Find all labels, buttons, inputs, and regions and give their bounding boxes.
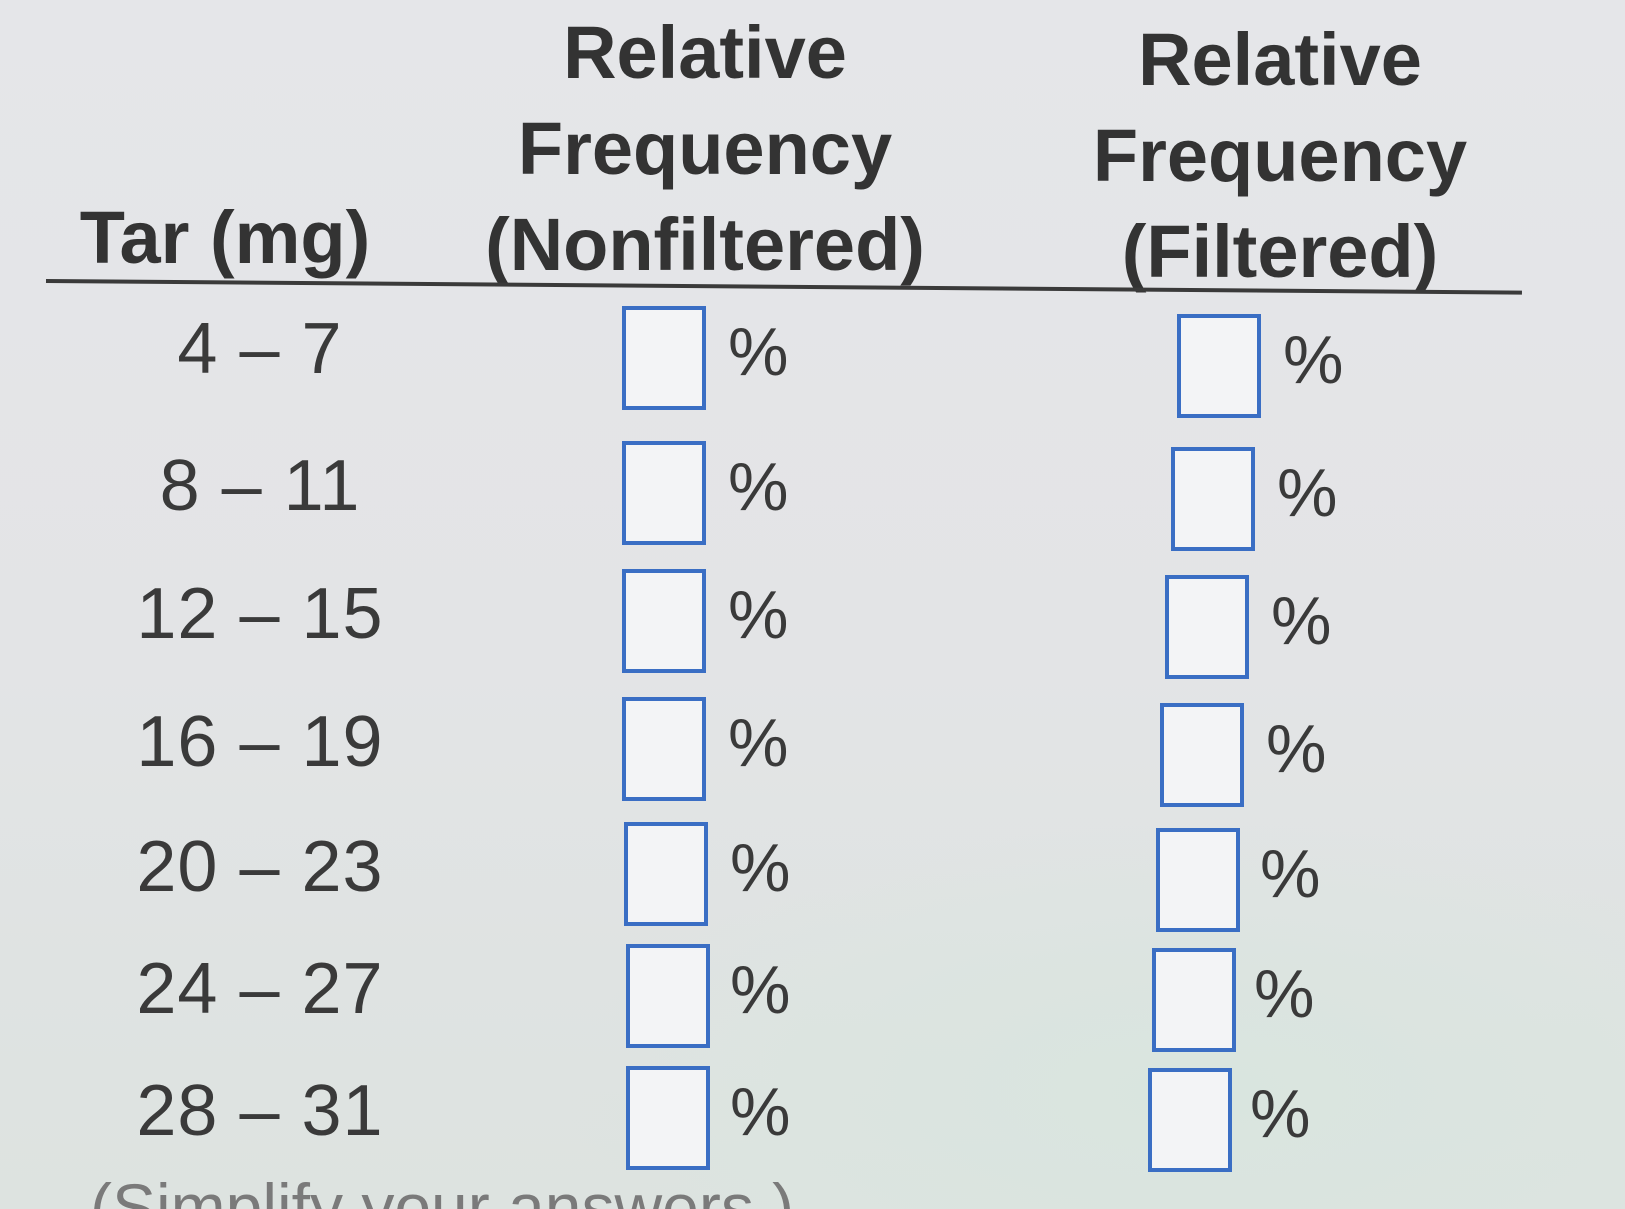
column-header-nonfiltered: Relative Frequency (Nonfiltered) <box>455 5 955 293</box>
tar-range-label: 4 – 7 <box>177 309 343 389</box>
percent-sign: % <box>728 314 789 390</box>
nonfiltered-input-box[interactable] <box>622 697 706 801</box>
column-header-nonfiltered-line-2: Frequency <box>517 107 893 190</box>
percent-sign: % <box>730 952 791 1028</box>
column-header-filtered-line-2: Frequency <box>1092 114 1468 197</box>
table-row: 16 – 19 % % <box>0 693 1625 813</box>
percent-sign: % <box>728 449 789 525</box>
nonfiltered-input-box[interactable] <box>622 306 706 410</box>
percent-sign: % <box>728 577 789 653</box>
table-row: 20 – 23 % % <box>0 818 1625 938</box>
simplify-instruction: (Simplify your answers.) <box>90 1172 795 1209</box>
tar-range-label: 20 – 23 <box>136 827 384 907</box>
column-header-tar: Tar (mg) <box>60 190 390 286</box>
column-header-filtered: Relative Frequency (Filtered) <box>1040 12 1520 300</box>
filtered-input-box[interactable] <box>1171 447 1255 551</box>
table-row: 8 – 11 % % <box>0 437 1625 557</box>
tar-range-label: 24 – 27 <box>136 949 384 1029</box>
nonfiltered-input-box[interactable] <box>626 1066 710 1170</box>
filtered-input-box[interactable] <box>1152 948 1236 1052</box>
column-header-nonfiltered-line-1: Relative <box>563 11 847 94</box>
percent-sign: % <box>1271 583 1332 659</box>
column-header-nonfiltered-line-3: (Nonfiltered) <box>485 203 925 286</box>
table-row: 28 – 31 % % <box>0 1062 1625 1182</box>
percent-sign: % <box>1277 455 1338 531</box>
nonfiltered-input-box[interactable] <box>622 441 706 545</box>
table-row: 12 – 15 % % <box>0 565 1625 685</box>
filtered-input-box[interactable] <box>1148 1068 1232 1172</box>
column-header-filtered-line-1: Relative <box>1138 18 1422 101</box>
nonfiltered-input-box[interactable] <box>626 944 710 1048</box>
filtered-input-box[interactable] <box>1165 575 1249 679</box>
percent-sign: % <box>1260 836 1321 912</box>
tar-range-label: 28 – 31 <box>136 1071 384 1151</box>
table-row: 24 – 27 % % <box>0 940 1625 1060</box>
nonfiltered-input-box[interactable] <box>624 822 708 926</box>
tar-range-label: 12 – 15 <box>136 574 384 654</box>
tar-range-label: 8 – 11 <box>159 446 361 526</box>
percent-sign: % <box>730 1074 791 1150</box>
percent-sign: % <box>1250 1076 1311 1152</box>
percent-sign: % <box>1266 711 1327 787</box>
filtered-input-box[interactable] <box>1177 314 1261 418</box>
filtered-input-box[interactable] <box>1156 828 1240 932</box>
column-header-tar-label: Tar (mg) <box>79 196 371 279</box>
nonfiltered-input-box[interactable] <box>622 569 706 673</box>
percent-sign: % <box>1283 322 1344 398</box>
percent-sign: % <box>730 830 791 906</box>
column-header-filtered-line-3: (Filtered) <box>1121 210 1439 293</box>
filtered-input-box[interactable] <box>1160 703 1244 807</box>
percent-sign: % <box>1254 956 1315 1032</box>
tar-range-label: 16 – 19 <box>136 702 384 782</box>
percent-sign: % <box>728 705 789 781</box>
table-row: 4 – 7 % % <box>0 300 1625 420</box>
